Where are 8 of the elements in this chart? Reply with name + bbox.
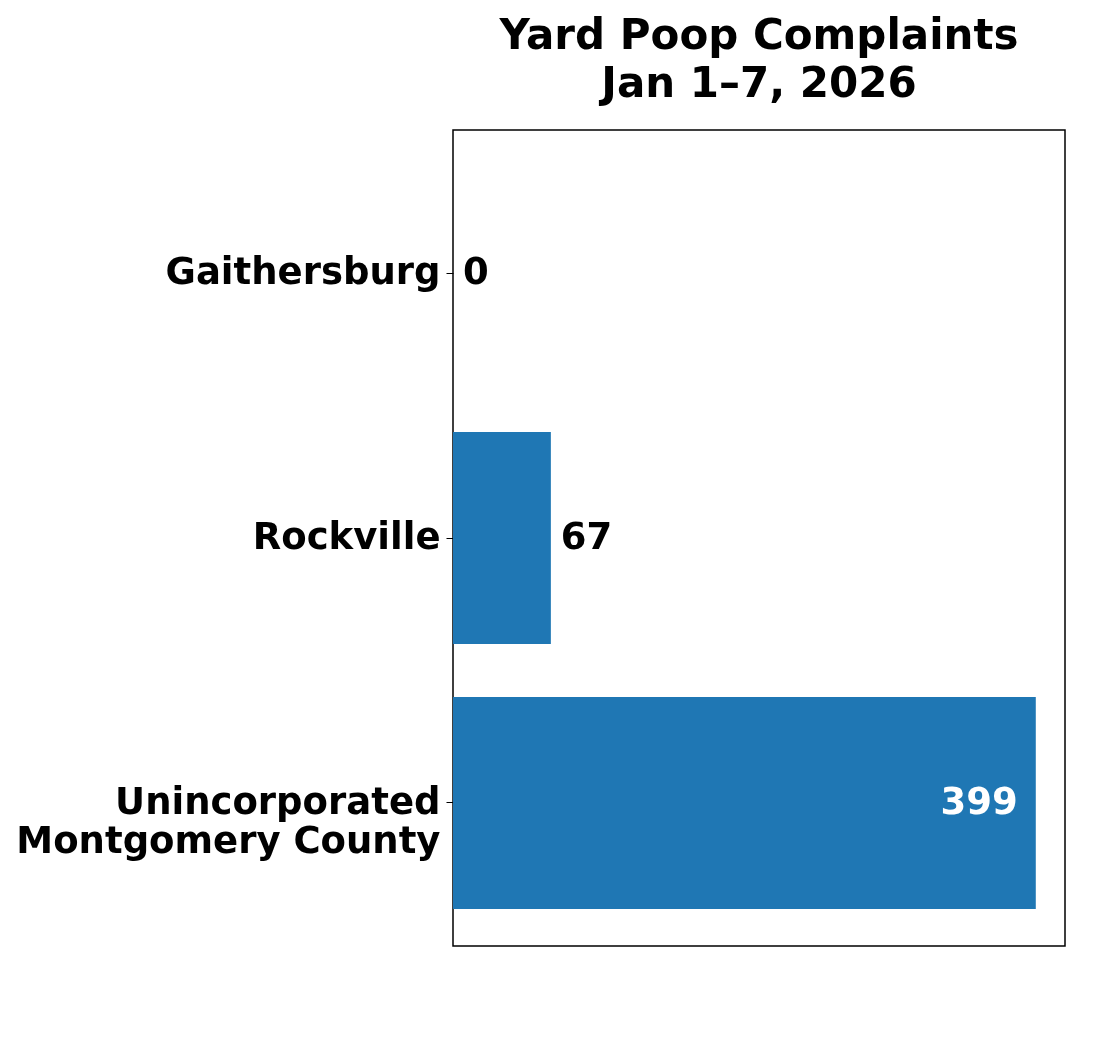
data-label: 67	[560, 515, 613, 558]
data-label: 399	[940, 779, 1018, 823]
text: Jan 1–7, 2026	[601, 58, 917, 107]
y-tick-label: Unincorporated Montgomery County	[16, 779, 441, 862]
y-tick-label: Rockville	[252, 515, 441, 558]
text: Yard Poop Complaints	[499, 10, 1019, 59]
data-label: 0	[463, 250, 489, 294]
y-tick-label: Gaithersburg	[165, 250, 441, 294]
